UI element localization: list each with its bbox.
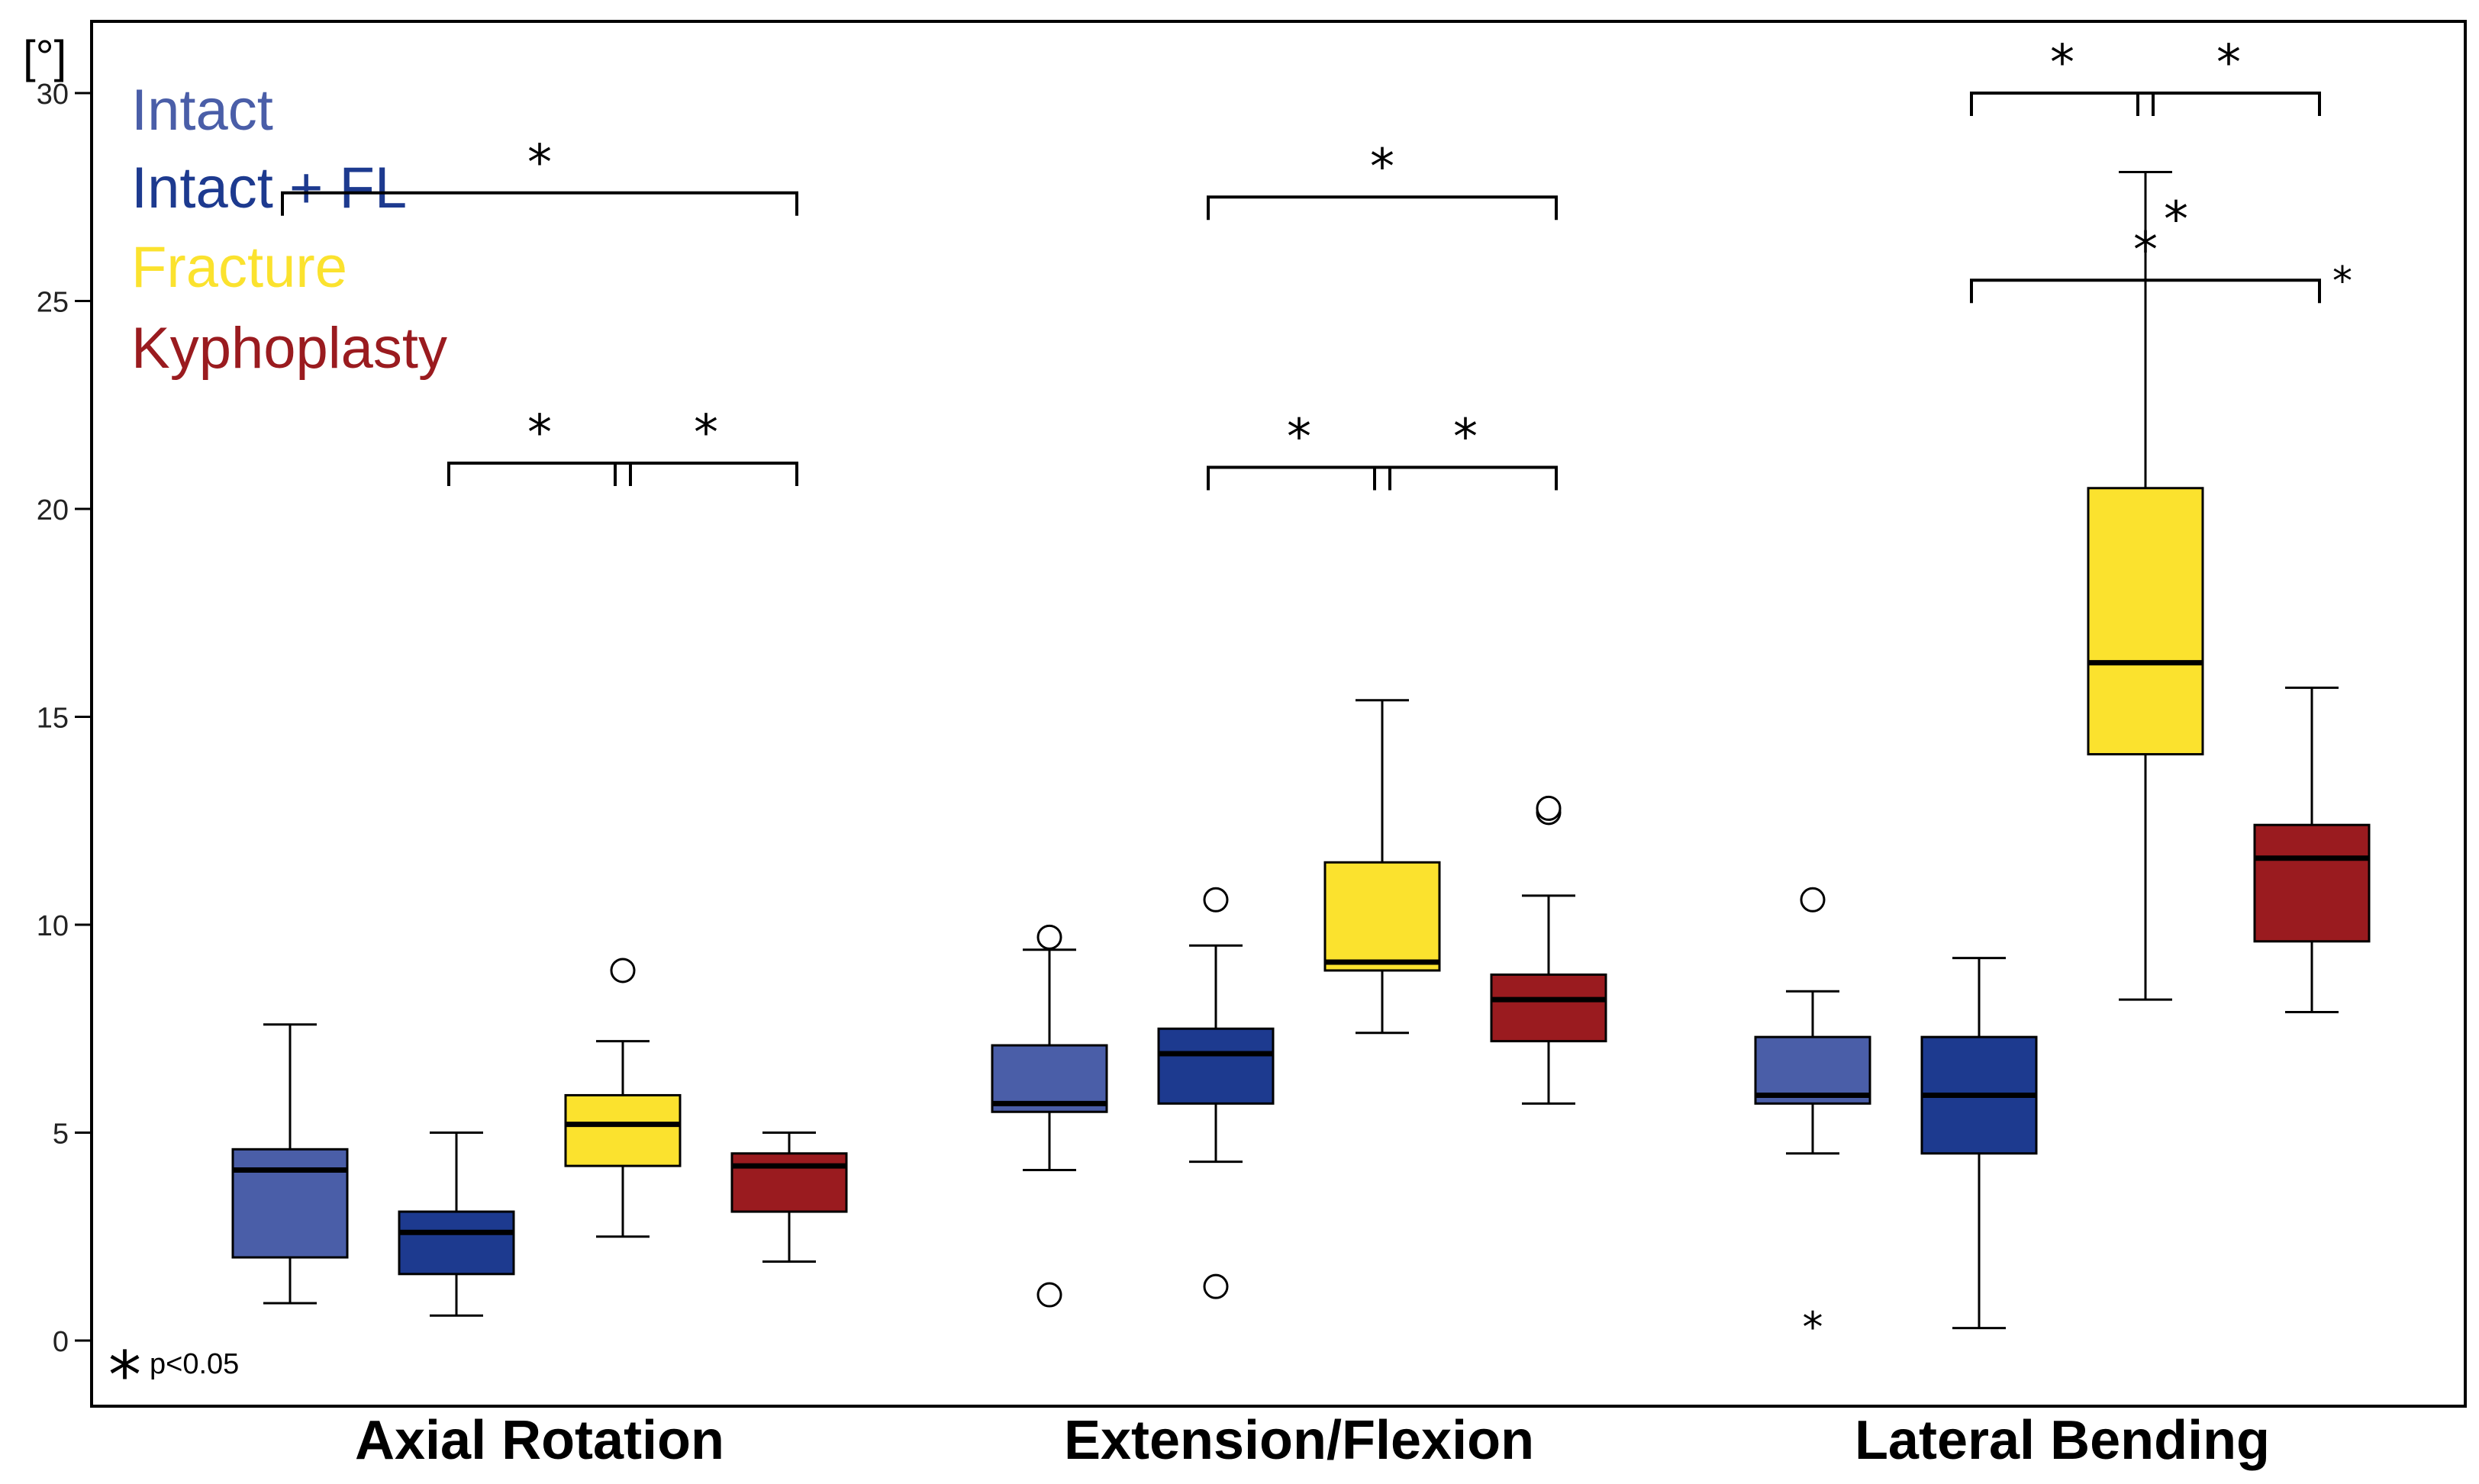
significance-star: * <box>527 135 552 192</box>
significance-note: * p<0.05 <box>108 1338 239 1414</box>
significance-star: * <box>2050 35 2074 92</box>
y-tick-label-15: 15 <box>37 703 69 735</box>
bracket-line <box>2136 92 2321 116</box>
y-tick-label-25: 25 <box>37 287 69 319</box>
box-intact-2: * <box>1754 887 1871 1351</box>
legend-item-intact-fl: Intact + FL <box>131 156 407 221</box>
category-label-axial-rotation: Axial Rotation <box>355 1410 724 1471</box>
box-iqr <box>991 1044 1108 1113</box>
legend-item-fracture: Fracture <box>131 235 347 300</box>
box-intact-fl-0 <box>398 1132 515 1317</box>
outlier-point <box>1203 1273 1229 1299</box>
box-kyphoplasty-2 <box>2253 686 2371 1013</box>
significance-brackets: ** *** ** **** <box>281 35 2352 491</box>
bracket-line <box>614 462 798 487</box>
box-iqr <box>398 1210 515 1276</box>
outlier-point <box>1036 924 1062 950</box>
box-series: * <box>231 171 2371 1351</box>
y-axis-unit-label: [°] <box>23 31 66 82</box>
y-tick-label-10: 10 <box>37 910 69 942</box>
outlier-point <box>1036 1282 1062 1308</box>
outlier-point <box>1536 795 1562 821</box>
significance-star: * <box>2216 35 2241 92</box>
significance-bracket: * <box>1970 35 2155 116</box>
box-iqr <box>231 1148 349 1259</box>
significance-star: * <box>694 405 718 462</box>
extreme-point: * <box>1803 1303 1823 1351</box>
significance-bracket: * <box>1373 410 1558 491</box>
box-intact-0 <box>231 1023 349 1305</box>
box-intact-1 <box>991 924 1108 1308</box>
legend-item-intact: Intact <box>131 78 273 143</box>
category-label-lateral-bending: Lateral Bending <box>1855 1410 2270 1471</box>
box-fracture-0 <box>564 958 682 1238</box>
bracket-line <box>1970 92 2155 116</box>
box-iqr <box>1490 973 1607 1043</box>
significance-star: * <box>1287 410 1311 466</box>
significance-star: * <box>1370 139 1394 195</box>
significance-bracket: * <box>281 135 798 216</box>
significance-bracket: * <box>1207 410 1391 491</box>
outlier-point <box>610 958 636 983</box>
box-iqr <box>1754 1035 1871 1105</box>
category-labels: Axial Rotation Extension/Flexion Lateral B… <box>355 1410 2270 1471</box>
outlier-point <box>1800 887 1826 913</box>
box-intact-fl-1 <box>1157 887 1275 1299</box>
bracket-line <box>281 191 798 216</box>
significance-note-label: p<0.05 <box>150 1348 239 1380</box>
y-axis-ticks: 0 5 10 15 20 25 30 <box>37 79 92 1358</box>
box-kyphoplasty-1 <box>1490 795 1607 1105</box>
box-fracture-1 <box>1323 699 1441 1035</box>
box-iqr <box>2253 823 2371 943</box>
significance-star-extra: * <box>2164 192 2188 249</box>
box-iqr <box>1323 861 1441 972</box>
y-tick-label-0: 0 <box>53 1326 69 1358</box>
category-label-extension-flexion: Extension/Flexion <box>1064 1410 1534 1471</box>
significance-star-extra: * <box>2332 259 2352 304</box>
box-intact-fl-2 <box>1920 957 2038 1330</box>
significance-note-star: * <box>108 1338 141 1414</box>
outlier-point <box>1203 887 1229 913</box>
box-iqr <box>730 1152 848 1213</box>
legend-item-kyphoplasty: Kyphoplasty <box>131 316 447 381</box>
significance-bracket: * <box>447 405 632 487</box>
box-fracture-2 <box>2087 171 2204 1001</box>
box-iqr <box>2087 487 2204 756</box>
bracket-line <box>1207 195 1558 221</box>
bracket-line <box>1207 465 1391 491</box>
plot-frame <box>90 20 2467 1408</box>
y-tick-label-5: 5 <box>53 1119 69 1151</box>
significance-star: * <box>1453 410 1478 466</box>
significance-star: * <box>527 405 552 462</box>
significance-bracket: * <box>2136 35 2321 116</box>
y-tick-label-30: 30 <box>37 79 69 111</box>
significance-bracket: * <box>1207 139 1558 221</box>
bracket-line <box>447 462 632 487</box>
box-iqr <box>564 1093 682 1167</box>
box-iqr <box>1157 1027 1275 1105</box>
significance-bracket: * <box>614 405 798 487</box>
legend: Intact Intact + FL Fracture Kyphoplasty <box>131 78 447 381</box>
box-kyphoplasty-0 <box>730 1132 848 1263</box>
y-tick-label-20: 20 <box>37 494 69 526</box>
bracket-line <box>1373 465 1558 491</box>
